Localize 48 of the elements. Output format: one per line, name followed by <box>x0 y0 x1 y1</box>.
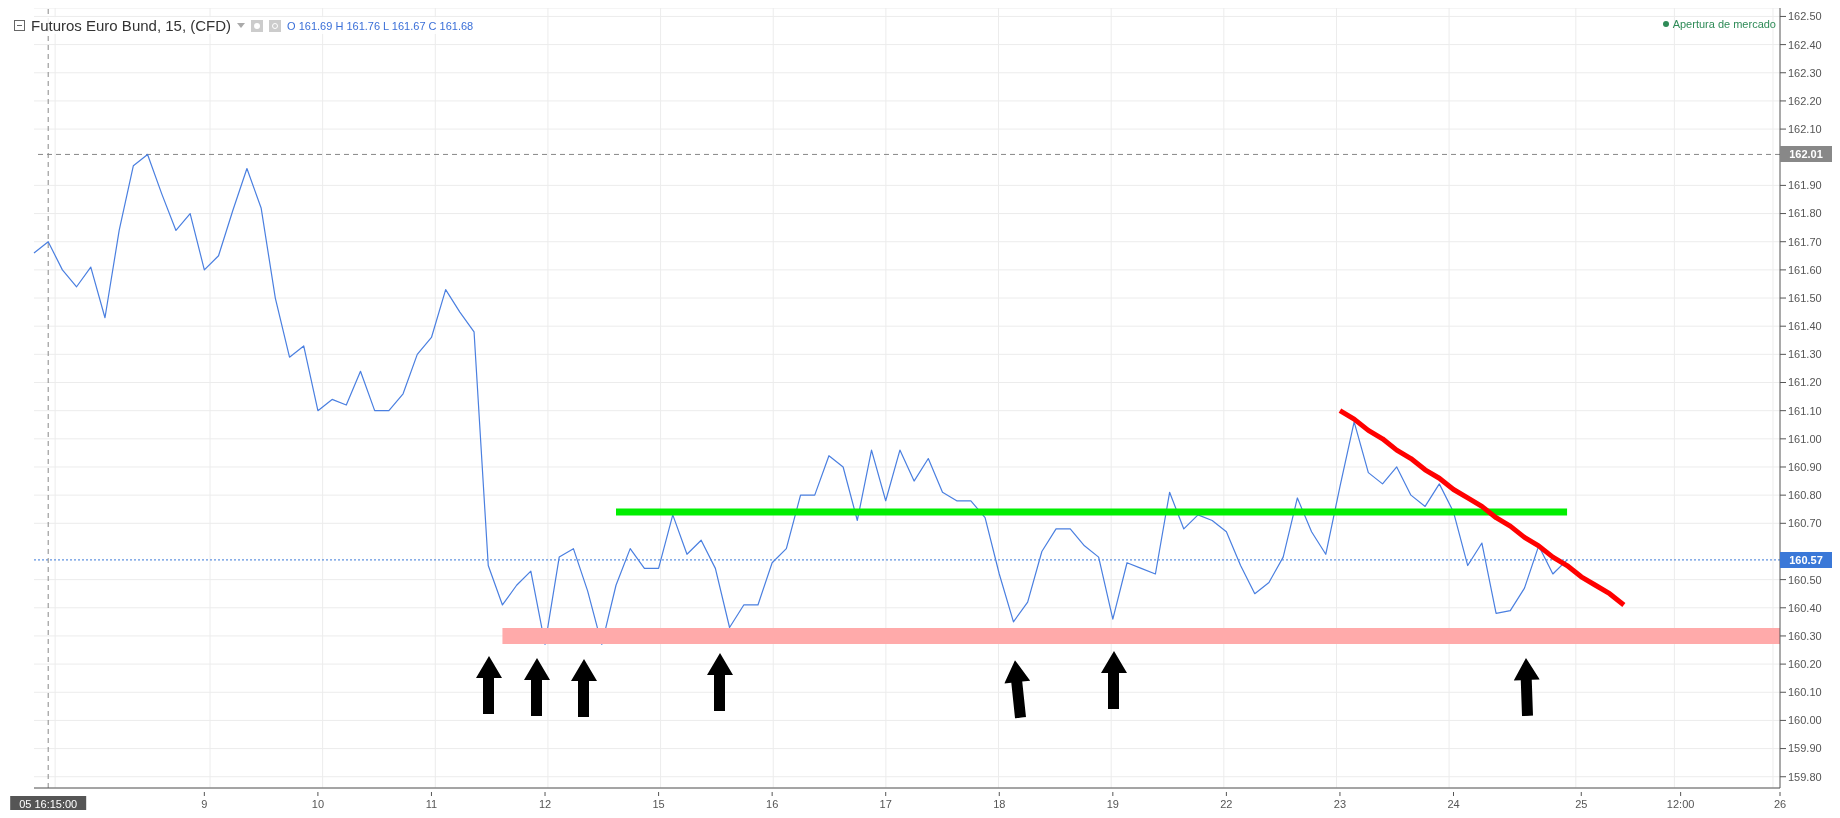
y-tick-label: 162.30 <box>1788 66 1822 79</box>
y-tick-label: 159.80 <box>1788 770 1822 783</box>
y-tick-label: 160.50 <box>1788 573 1822 586</box>
y-tick-label: 161.20 <box>1788 376 1822 389</box>
x-tick-label: 15 <box>652 798 665 810</box>
x-tick-label: 17 <box>879 798 892 810</box>
y-tick-label: 160.10 <box>1788 686 1822 699</box>
y-tick-label: 161.30 <box>1788 348 1822 361</box>
y-tick-label: 162.40 <box>1788 38 1822 51</box>
x-tick-label: 11 <box>425 798 438 810</box>
y-tick-label: 160.00 <box>1788 714 1822 727</box>
y-tick-label: 160.40 <box>1788 601 1822 614</box>
x-tick-label: 9 <box>201 798 208 810</box>
line-series <box>33 153 1568 645</box>
ref-line-label: 162.01 <box>1780 146 1832 163</box>
x-tick-label: 24 <box>1447 798 1460 810</box>
x-tick-label: 19 <box>1106 798 1119 810</box>
y-tick-label: 159.90 <box>1788 742 1822 755</box>
x-tick-label: 10 <box>311 798 325 810</box>
x-tick-label: 12 <box>538 798 552 810</box>
y-tick-label: 160.20 <box>1788 658 1822 671</box>
x-tick-label: 16 <box>766 798 779 810</box>
y-tick-label: 161.10 <box>1788 404 1822 417</box>
y-tick-label: 161.60 <box>1788 263 1822 276</box>
y-tick-label: 161.90 <box>1788 179 1822 192</box>
x-tick-label: 12:00 <box>1666 798 1695 810</box>
x-tick-label: 22 <box>1220 798 1233 810</box>
y-tick-label: 161.70 <box>1788 235 1822 248</box>
x-tick-label: 25 <box>1575 798 1588 810</box>
x-tick-label: 18 <box>993 798 1006 810</box>
ref-line-label: 160.57 <box>1780 551 1832 568</box>
x-tick-label: 23 <box>1333 798 1347 810</box>
y-tick-label: 161.80 <box>1788 207 1822 220</box>
y-tick-label: 162.20 <box>1788 94 1822 107</box>
y-tick-label: 162.10 <box>1788 122 1822 135</box>
y-tick-label: 161.00 <box>1788 432 1822 445</box>
y-tick-label: 160.30 <box>1788 629 1822 642</box>
y-tick-label: 162.50 <box>1788 10 1822 23</box>
x-tick-label: 05 16:15:00 <box>19 798 78 810</box>
annotation: Apertura de mercado <box>1672 18 1776 30</box>
text: Futuros Euro Bund, 15, (CFD) <box>31 17 232 34</box>
annotation: O 161.69 H 161.76 L 161.67 C 161.68 <box>287 19 474 32</box>
y-tick-label: 160.90 <box>1788 460 1822 473</box>
y-tick-label: 161.50 <box>1788 291 1822 304</box>
x-tick-label: 26 <box>1773 798 1787 810</box>
y-tick-label: 160.70 <box>1788 517 1822 530</box>
y-tick-label: 160.80 <box>1788 489 1822 502</box>
y-tick-label: 161.40 <box>1788 320 1822 333</box>
